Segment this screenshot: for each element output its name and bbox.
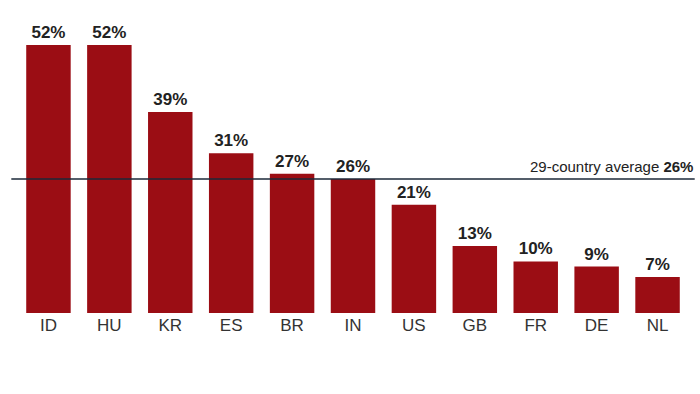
svg-text:29-country average 26%: 29-country average 26% <box>530 158 693 175</box>
svg-text:DE: DE <box>585 316 609 335</box>
svg-text:9%: 9% <box>584 245 609 264</box>
svg-text:31%: 31% <box>214 131 248 150</box>
svg-text:NL: NL <box>647 316 669 335</box>
svg-text:FR: FR <box>524 316 547 335</box>
svg-text:BR: BR <box>280 316 304 335</box>
svg-text:27%: 27% <box>275 152 309 171</box>
svg-text:13%: 13% <box>458 224 492 243</box>
svg-text:52%: 52% <box>31 23 65 42</box>
svg-text:7%: 7% <box>645 255 670 274</box>
svg-text:21%: 21% <box>397 183 431 202</box>
svg-text:KR: KR <box>158 316 182 335</box>
svg-text:IN: IN <box>345 316 362 335</box>
svg-text:ID: ID <box>40 316 57 335</box>
svg-text:10%: 10% <box>519 239 553 258</box>
svg-text:ES: ES <box>220 316 243 335</box>
svg-text:GB: GB <box>463 316 488 335</box>
svg-text:HU: HU <box>97 316 122 335</box>
svg-text:US: US <box>402 316 426 335</box>
svg-text:26%: 26% <box>336 157 370 176</box>
svg-text:52%: 52% <box>92 23 126 42</box>
svg-text:39%: 39% <box>153 90 187 109</box>
